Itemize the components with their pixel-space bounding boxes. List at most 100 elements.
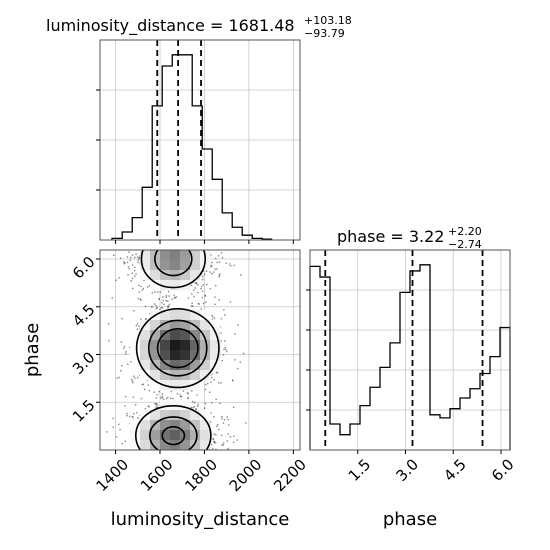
scatter-point [211, 314, 213, 317]
density-cell [160, 370, 171, 381]
scatter-point [192, 305, 194, 307]
density-cell [200, 370, 211, 381]
density-cell [140, 260, 151, 271]
scatter-point [155, 402, 157, 405]
scatter-point [144, 408, 147, 410]
scatter-point [143, 279, 145, 282]
scatter-point [125, 351, 127, 353]
scatter-point [136, 256, 139, 258]
scatter-point [220, 317, 223, 320]
scatter-point [162, 296, 164, 298]
density-contour [161, 426, 186, 446]
scatter-point [228, 263, 231, 265]
scatter-point [121, 364, 123, 367]
scatter-point [226, 416, 228, 418]
scatter-point [123, 261, 125, 263]
density-cell [170, 430, 181, 441]
scatter-point [124, 405, 126, 407]
luminosity-distance-title-plus: +103.18 [304, 14, 352, 27]
scatter-point [220, 252, 223, 254]
scatter-point [237, 324, 239, 326]
scatter-point [163, 303, 165, 306]
scatter-point [214, 296, 216, 298]
scatter-point [180, 395, 183, 398]
scatter-point [203, 407, 206, 409]
density-cell [180, 410, 191, 421]
scatter-point [130, 280, 132, 282]
scatter-point [205, 270, 208, 272]
density-cell [180, 420, 191, 431]
scatter-point [137, 417, 139, 419]
y-axis-title-phase: phase [22, 323, 43, 377]
scatter-point [161, 307, 164, 309]
density-cell [170, 310, 181, 321]
scatter-point [139, 298, 142, 301]
density-cell [150, 380, 161, 391]
density-cell [150, 430, 161, 441]
scatter-point [197, 284, 199, 286]
scatter-point [167, 290, 170, 293]
scatter-point [195, 282, 198, 284]
scatter-point [107, 323, 110, 325]
panel-frame [309, 249, 511, 451]
scatter-point [234, 359, 236, 361]
scatter-point [197, 403, 199, 406]
scatter-point [194, 287, 197, 289]
scatter-point [146, 286, 149, 288]
scatter-point [126, 414, 128, 417]
density-cell [140, 440, 151, 450]
scatter-point [167, 396, 169, 399]
density-contour [134, 404, 212, 450]
scatter-point [120, 341, 123, 343]
scatter-point [129, 259, 132, 261]
scatter-point [219, 326, 222, 328]
scatter-point [218, 382, 220, 384]
luminosity-distance-histogram-panel [96, 39, 301, 244]
scatter-point [160, 397, 162, 399]
scatter-point [140, 318, 142, 320]
scatter-point [220, 332, 222, 334]
density-cell [150, 340, 161, 351]
scatter-point [187, 397, 189, 399]
scatter-point [147, 384, 149, 386]
scatter-point [138, 256, 141, 259]
x-tick-label-phase: 4.5 [440, 455, 470, 485]
density-cell [140, 270, 151, 281]
scatter-point [130, 256, 132, 259]
scatter-point [220, 340, 222, 342]
density-cell [200, 330, 211, 341]
density-cell [200, 340, 211, 351]
scatter-point [245, 422, 247, 424]
scatter-point [191, 302, 193, 305]
scatter-point [156, 291, 159, 293]
density-cell [160, 330, 171, 341]
scatter-point [136, 323, 139, 325]
scatter-point [116, 377, 118, 379]
scatter-point [215, 398, 217, 401]
density-cell [190, 310, 201, 321]
scatter-point [191, 400, 194, 403]
y-tick-label-phase: 1.5 [69, 396, 99, 426]
scatter-point [223, 309, 225, 311]
density-cell [150, 260, 161, 271]
scatter-point [193, 295, 195, 298]
scatter-point [155, 305, 157, 307]
phase-histogram-panel [306, 249, 511, 454]
scatter-point [154, 403, 156, 405]
scatter-point [211, 272, 213, 275]
scatter-point [131, 272, 133, 274]
scatter-point [227, 433, 229, 435]
scatter-point [212, 437, 214, 440]
scatter-point [200, 288, 202, 290]
density-contour [140, 250, 207, 289]
scatter-point [137, 259, 140, 261]
scatter-point [225, 349, 227, 351]
scatter-point [151, 292, 154, 294]
density-cell [190, 250, 201, 261]
scatter-point [214, 268, 216, 270]
phase-title-minus: −2.74 [448, 238, 482, 251]
scatter-point [179, 396, 182, 398]
density-cell [170, 330, 181, 341]
density-cell [160, 260, 171, 271]
scatter-point [151, 306, 153, 308]
